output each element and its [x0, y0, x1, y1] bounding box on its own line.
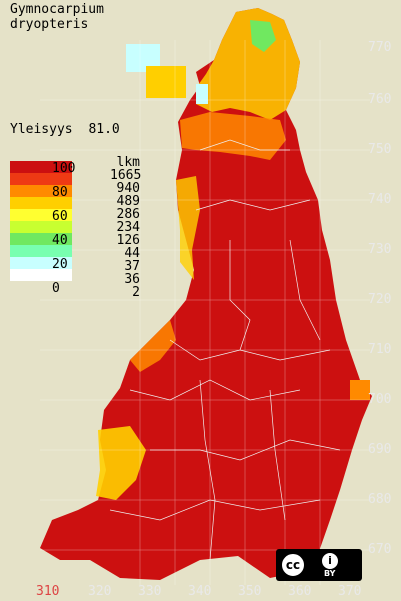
frequency-label: Yleisyys [10, 122, 73, 137]
tick-20: 20 [52, 257, 68, 272]
tick-0: 0 [52, 281, 60, 296]
tick-100: 100 [52, 161, 76, 176]
north-green-zone [250, 20, 276, 52]
x-label-370: 370 [338, 584, 362, 599]
count-value: 489 [116, 194, 140, 209]
legend-swatch [10, 185, 72, 197]
count-value: 234 [116, 220, 140, 235]
legend-swatch [10, 221, 72, 233]
legend-swatch [10, 173, 72, 185]
attribution-icon: i [320, 551, 340, 571]
species-name-line1: Gymnocarpium [10, 2, 104, 17]
tick-40: 40 [52, 233, 68, 248]
x-label-310: 310 [36, 584, 60, 599]
y-label-670: 670 [368, 542, 392, 557]
x-label-360: 360 [288, 584, 312, 599]
y-label-710: 710 [368, 342, 392, 357]
count-value: 36 [124, 272, 140, 287]
x-label-340: 340 [188, 584, 212, 599]
y-label-690: 690 [368, 442, 392, 457]
frequency-stat: Yleisyys 81.0 [10, 122, 120, 137]
count-value: 1665 [110, 168, 142, 183]
y-label-770: 770 [368, 40, 392, 55]
y-label-760: 760 [368, 92, 392, 107]
count-value: 2 [132, 285, 140, 300]
count-value: 44 [124, 246, 140, 261]
tick-80: 80 [52, 185, 68, 200]
frequency-value: 81.0 [88, 122, 120, 137]
color-legend [10, 161, 72, 281]
count-value: 37 [124, 259, 140, 274]
legend-swatch [10, 257, 72, 269]
species-title: Gymnocarpium dryopteris [10, 2, 104, 32]
x-label-320: 320 [88, 584, 112, 599]
legend-swatch [10, 269, 72, 281]
count-value: 286 [116, 207, 140, 222]
legend-counts: lkm 1665 940 489 286 234 126 44 37 36 2 [110, 155, 142, 300]
y-label-680: 680 [368, 492, 392, 507]
y-label-730: 730 [368, 242, 392, 257]
legend-swatch [10, 197, 72, 209]
count-value: 940 [116, 181, 140, 196]
legend-swatch [10, 161, 72, 173]
cc-logo-icon: cc [280, 552, 306, 578]
y-label-700: 700 [368, 392, 392, 407]
northwest-arm-yellow [146, 66, 186, 98]
y-label-720: 720 [368, 292, 392, 307]
coast-orange-zone [130, 320, 176, 372]
by-label: BY [324, 569, 336, 578]
y-label-740: 740 [368, 192, 392, 207]
species-name-line2: dryopteris [10, 17, 89, 32]
southwest-yellow-zone [96, 426, 146, 500]
x-label-330: 330 [138, 584, 162, 599]
count-header: lkm [116, 155, 140, 170]
north-cyan-patch [196, 84, 208, 104]
west-coast-yellow-zone [176, 176, 200, 280]
count-value: 126 [116, 233, 140, 248]
legend-swatch [10, 209, 72, 221]
y-label-750: 750 [368, 142, 392, 157]
cc-by-license-badge[interactable]: cc i BY [276, 549, 362, 581]
tick-60: 60 [52, 209, 68, 224]
east-edge-orange [350, 380, 370, 400]
legend-swatch [10, 233, 72, 245]
x-label-350: 350 [238, 584, 262, 599]
legend-swatch [10, 245, 72, 257]
